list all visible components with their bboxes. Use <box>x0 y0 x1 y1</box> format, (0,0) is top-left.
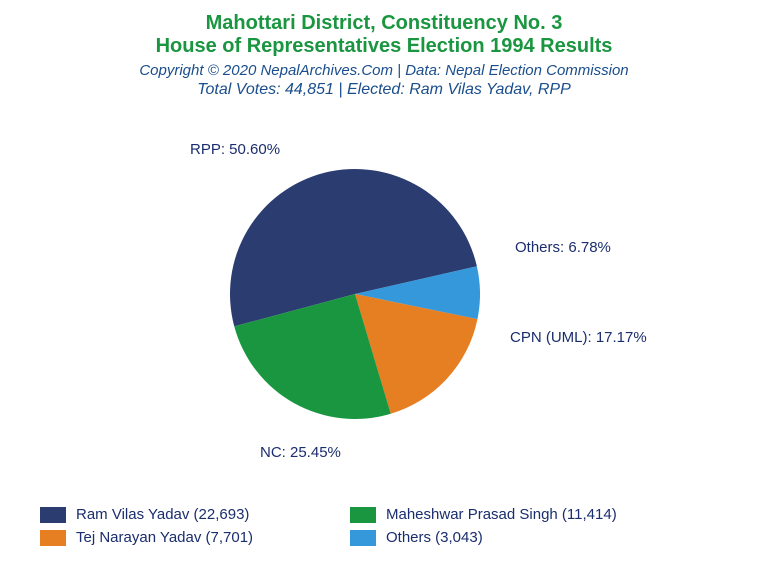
chart-header: Mahottari District, Constituency No. 3 H… <box>0 0 768 99</box>
chart-summary: Total Votes: 44,851 | Elected: Ram Vilas… <box>0 81 768 99</box>
legend-swatch <box>350 530 376 546</box>
pie-svg <box>230 169 480 419</box>
chart-legend: Ram Vilas Yadav (22,693) Maheshwar Prasad… <box>40 506 720 552</box>
legend-swatch <box>40 530 66 546</box>
legend-label: Tej Narayan Yadav (7,701) <box>76 529 253 546</box>
legend-item: Maheshwar Prasad Singh (11,414) <box>350 506 660 523</box>
slice-label-cpn-uml-: CPN (UML): 17.17% <box>510 329 647 346</box>
pie-chart <box>230 169 480 424</box>
pie-chart-area: RPP: 50.60% Others: 6.78% CPN (UML): 17.17… <box>0 99 768 479</box>
chart-title-line1: Mahottari District, Constituency No. 3 <box>0 12 768 35</box>
legend-swatch <box>350 507 376 523</box>
legend-label: Maheshwar Prasad Singh (11,414) <box>386 506 617 523</box>
legend-label: Others (3,043) <box>386 529 483 546</box>
chart-copyright: Copyright © 2020 NepalArchives.Com | Dat… <box>0 62 768 79</box>
legend-label: Ram Vilas Yadav (22,693) <box>76 506 249 523</box>
slice-label-nc: NC: 25.45% <box>260 444 341 461</box>
chart-title-line2: House of Representatives Election 1994 R… <box>0 35 768 58</box>
slice-label-others: Others: 6.78% <box>515 239 611 256</box>
slice-label-rpp: RPP: 50.60% <box>190 141 280 158</box>
legend-item: Tej Narayan Yadav (7,701) <box>40 529 350 546</box>
legend-item: Others (3,043) <box>350 529 660 546</box>
legend-item: Ram Vilas Yadav (22,693) <box>40 506 350 523</box>
legend-swatch <box>40 507 66 523</box>
